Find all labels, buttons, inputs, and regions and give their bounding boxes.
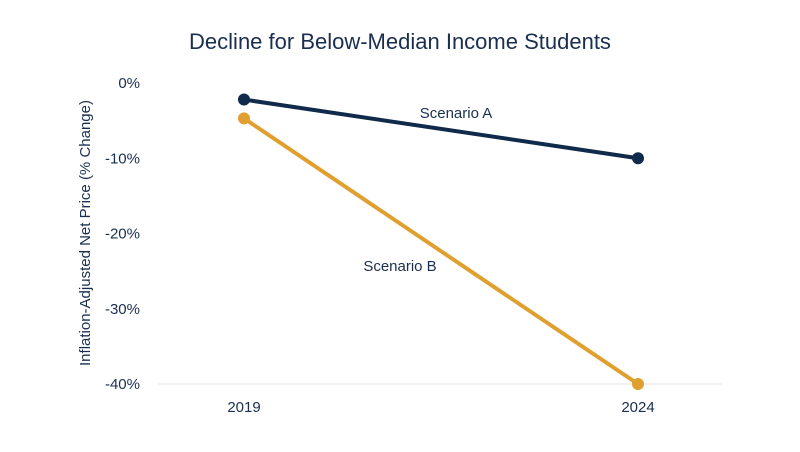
x-tick-label: 2024 bbox=[621, 399, 654, 416]
series-line-scenario-a bbox=[242, 97, 640, 161]
series-label-scenario-a: Scenario A bbox=[420, 105, 493, 122]
chart-title: Decline for Below-Median Income Students bbox=[189, 29, 611, 54]
series-layer: Scenario B Scenario A bbox=[238, 93, 644, 390]
y-tick-label: -40% bbox=[105, 376, 140, 393]
y-tick-label: -20% bbox=[105, 226, 140, 243]
y-tick-label: -10% bbox=[105, 150, 140, 167]
y-tick-labels: 0% -10% -20% -30% -40% bbox=[105, 75, 140, 393]
y-tick-label: 0% bbox=[118, 75, 140, 92]
x-tick-labels: 2019 2024 bbox=[227, 399, 654, 416]
x-tick-label: 2019 bbox=[227, 399, 260, 416]
series-label-scenario-b: Scenario B bbox=[363, 258, 436, 275]
y-tick-label: -30% bbox=[105, 301, 140, 318]
data-point-scenario-b-2024 bbox=[632, 378, 644, 390]
y-axis-label: Inflation-Adjusted Net Price (% Change) bbox=[77, 100, 94, 366]
data-point-scenario-b-2019 bbox=[238, 112, 250, 125]
data-point-scenario-a-2024 bbox=[632, 152, 644, 165]
data-point-scenario-a-2019 bbox=[238, 93, 250, 106]
series-line-scenario-b bbox=[242, 116, 640, 386]
